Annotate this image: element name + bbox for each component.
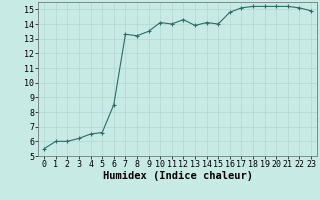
X-axis label: Humidex (Indice chaleur): Humidex (Indice chaleur) [103,171,252,181]
